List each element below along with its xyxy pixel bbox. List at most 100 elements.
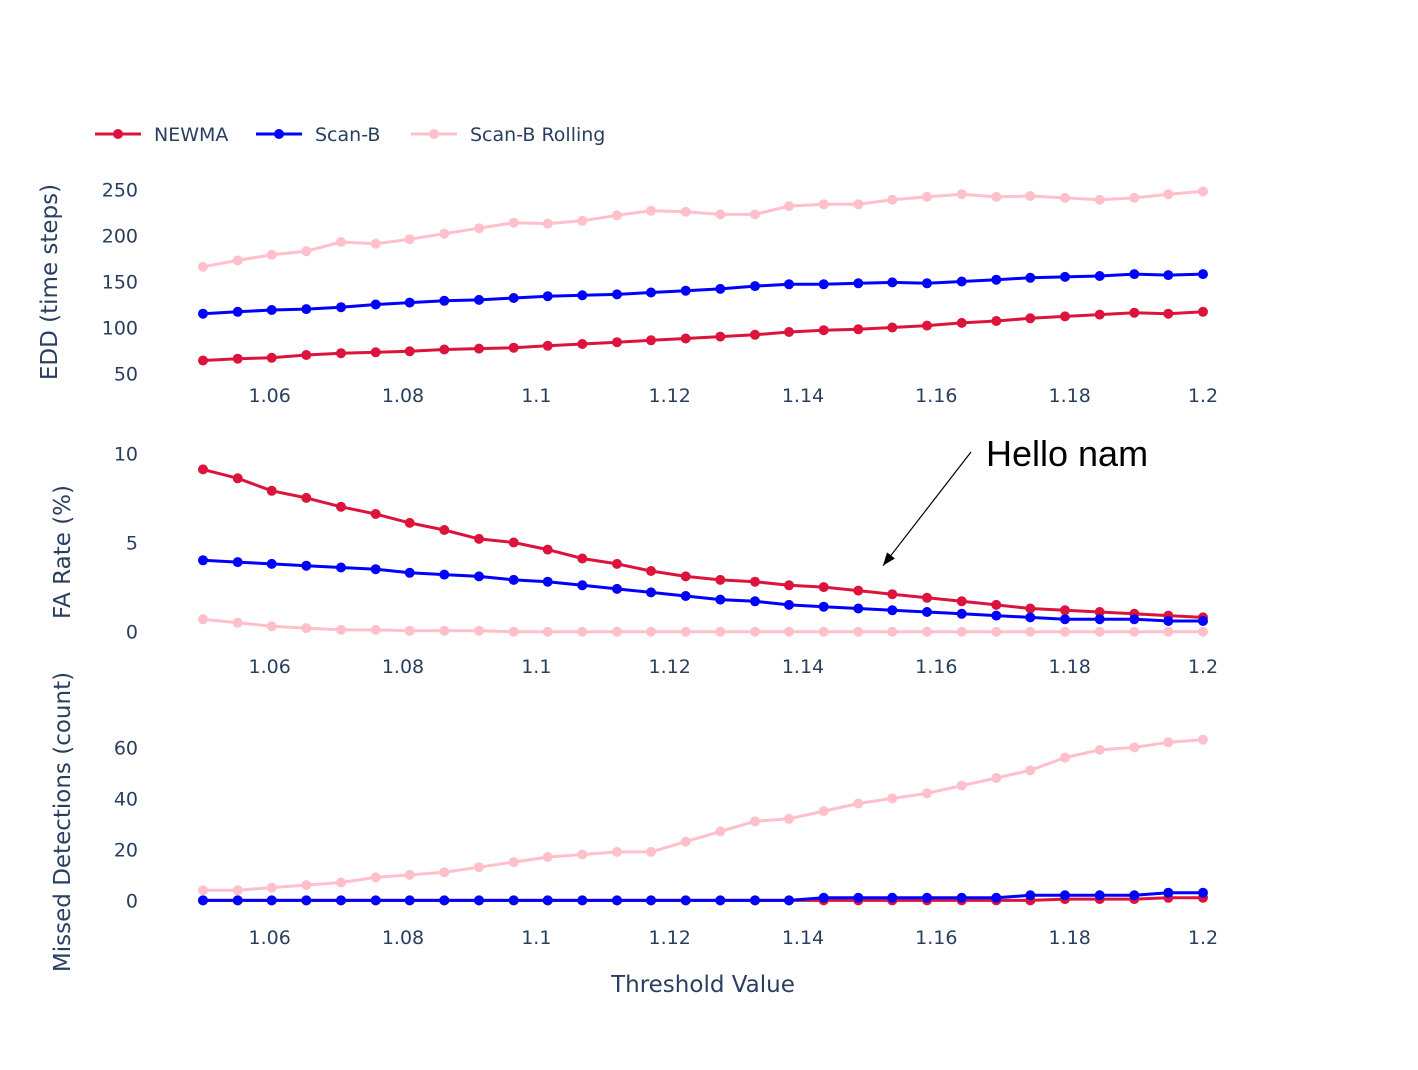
series-line [202,467,1204,619]
data-point [370,895,381,906]
data-point [439,625,450,636]
data-point [1163,308,1174,319]
legend-label: NEWMA [154,124,228,146]
data-point [612,210,622,221]
data-point [1094,626,1105,637]
y-tick-label: 20 [114,839,138,861]
data-point [922,892,932,903]
data-point [336,501,346,512]
data-point [1025,890,1036,901]
data-point [542,218,553,229]
data-point [198,885,208,896]
data-point [542,340,553,351]
annotation-text: Hello nam [986,433,1148,474]
data-point [1198,626,1208,637]
data-point [336,562,346,573]
data-point [266,558,277,569]
data-point [956,596,967,607]
data-point [404,869,415,880]
data-point [887,793,898,804]
data-point [680,591,691,601]
data-point [922,278,932,289]
series-scan-b-rolling [198,734,1208,896]
data-point [715,209,726,220]
data-point [715,826,726,837]
data-point [784,813,794,824]
data-point [715,594,726,605]
data-point [887,589,898,600]
data-point [612,558,622,569]
data-point [404,895,415,906]
series-line [202,617,1203,634]
series-scan-b [198,269,1208,319]
data-point [370,238,381,249]
data-point [1025,313,1036,324]
data-point [853,199,864,210]
data-point [1198,887,1208,898]
data-point [887,605,898,616]
legend-item-scan-b[interactable]: Scan-B [256,124,380,146]
data-point [853,798,864,809]
x-tick-label: 1.12 [649,656,691,678]
data-point [266,882,277,893]
y-axis-title: Missed Detections (count) [50,672,76,972]
data-point [266,895,277,906]
x-tick-label: 1.12 [649,927,691,949]
data-point [646,205,656,216]
legend[interactable]: NEWMA Scan-B Scan-B Rolling [95,124,605,146]
data-point [1129,614,1140,625]
x-tick-label: 1.14 [782,927,824,949]
data-point [991,892,1002,903]
data-point [818,806,829,817]
legend-item-scan-b-rolling[interactable]: Scan-B Rolling [411,124,605,146]
data-point [439,295,450,306]
data-point [577,895,588,906]
subplot-1: 50 100 150 200 250 1.06 1.08 1.1 1.12 1.14 1.16 1.1… [37,180,1218,407]
data-point [680,206,691,217]
data-point [404,297,415,308]
data-point [853,324,864,335]
data-point [991,191,1002,202]
data-point [508,217,519,228]
data-point [750,816,760,827]
data-point [646,587,656,598]
data-point [577,849,588,860]
data-point [266,249,277,260]
x-tick-label: 1.12 [649,385,691,407]
data-point [818,892,829,903]
data-point [232,885,243,896]
y-axis-title: EDD (time steps) [37,184,63,380]
data-point [784,599,794,610]
data-point [680,333,691,344]
x-tick-label: 1.06 [249,656,291,678]
data-point [1060,192,1070,203]
data-point [370,564,381,575]
data-point [301,304,312,315]
y-tick-label: 5 [126,533,138,555]
data-point [1025,191,1036,201]
data-point [750,209,760,220]
data-point [612,583,622,594]
data-point [715,574,726,585]
data-point [474,294,484,305]
series-scan-b-rolling [198,186,1208,272]
x-tick-label: 1.1 [521,656,551,678]
data-point [336,237,346,247]
data-point [301,246,312,257]
series-scan-b [198,555,1208,626]
data-point [198,464,208,475]
data-point [542,291,553,302]
data-point [232,255,243,266]
data-point [439,895,450,906]
data-point [715,283,726,294]
data-point [646,846,656,857]
data-point [1163,626,1174,637]
data-point [1060,605,1070,616]
series-line [203,891,1203,902]
data-point [922,320,932,331]
legend-item-newma[interactable]: NEWMA [95,124,228,146]
x-tick-label: 1.14 [782,385,824,407]
legend-swatch-marker [429,129,439,139]
x-tick-label: 1.2 [1188,656,1218,678]
data-point [887,322,898,333]
